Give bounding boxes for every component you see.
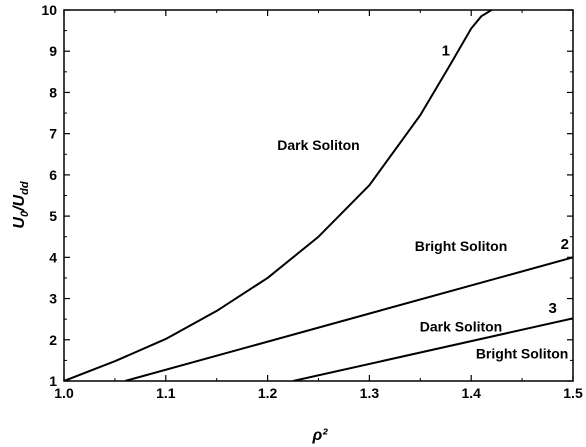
curve-3 bbox=[292, 317, 573, 381]
y-axis-title-sep: / bbox=[11, 205, 28, 212]
curve-label-2: 2 bbox=[561, 236, 569, 253]
curve-label-3: 3 bbox=[548, 300, 556, 317]
y-tick-label: 1 bbox=[49, 373, 57, 389]
y-tick-label: 5 bbox=[49, 208, 57, 224]
ticks-layer bbox=[63, 9, 574, 382]
curve-label-1: 1 bbox=[442, 42, 450, 59]
y-tick-label: 3 bbox=[49, 291, 57, 307]
labels-layer: 1.0 1.1 1.2 1.3 1.4 1.5 1 2 3 4 5 6 7 8 9 10 1 2 3 Dark Sol… bbox=[41, 2, 583, 401]
region-label-2: Bright Soliton bbox=[415, 238, 508, 254]
region-label-4: Bright Soliton bbox=[476, 345, 569, 361]
x-tick-label: 1.3 bbox=[360, 385, 380, 401]
y-axis-title-main-sub: 0 bbox=[19, 210, 31, 217]
y-tick-label: 4 bbox=[49, 249, 57, 265]
y-tick-label: 6 bbox=[49, 167, 57, 183]
region-label-3: Dark Soliton bbox=[420, 319, 502, 335]
y-tick-label: 8 bbox=[49, 84, 57, 100]
region-label-1: Dark Soliton bbox=[277, 137, 359, 153]
y-tick-label: 10 bbox=[41, 2, 57, 18]
curves-layer bbox=[64, 10, 573, 381]
y-axis-title-denom-sub: dd bbox=[19, 181, 31, 195]
x-axis-title: ρ² bbox=[311, 427, 328, 444]
x-tick-label: 1.0 bbox=[54, 385, 74, 401]
curve-2 bbox=[124, 256, 573, 381]
x-tick-label: 1.5 bbox=[563, 385, 583, 401]
y-axis-title-main: U bbox=[11, 217, 28, 229]
y-tick-label: 9 bbox=[49, 43, 57, 59]
y-axis-title-denom: U bbox=[11, 194, 28, 206]
y-tick-label: 7 bbox=[49, 126, 57, 142]
x-tick-label: 1.1 bbox=[156, 385, 176, 401]
curve-1 bbox=[64, 10, 493, 381]
x-tick-label: 1.4 bbox=[461, 385, 481, 401]
x-tick-label: 1.2 bbox=[258, 385, 278, 401]
y-axis-title: U0/Udd bbox=[11, 181, 31, 228]
y-tick-label: 2 bbox=[49, 332, 57, 348]
